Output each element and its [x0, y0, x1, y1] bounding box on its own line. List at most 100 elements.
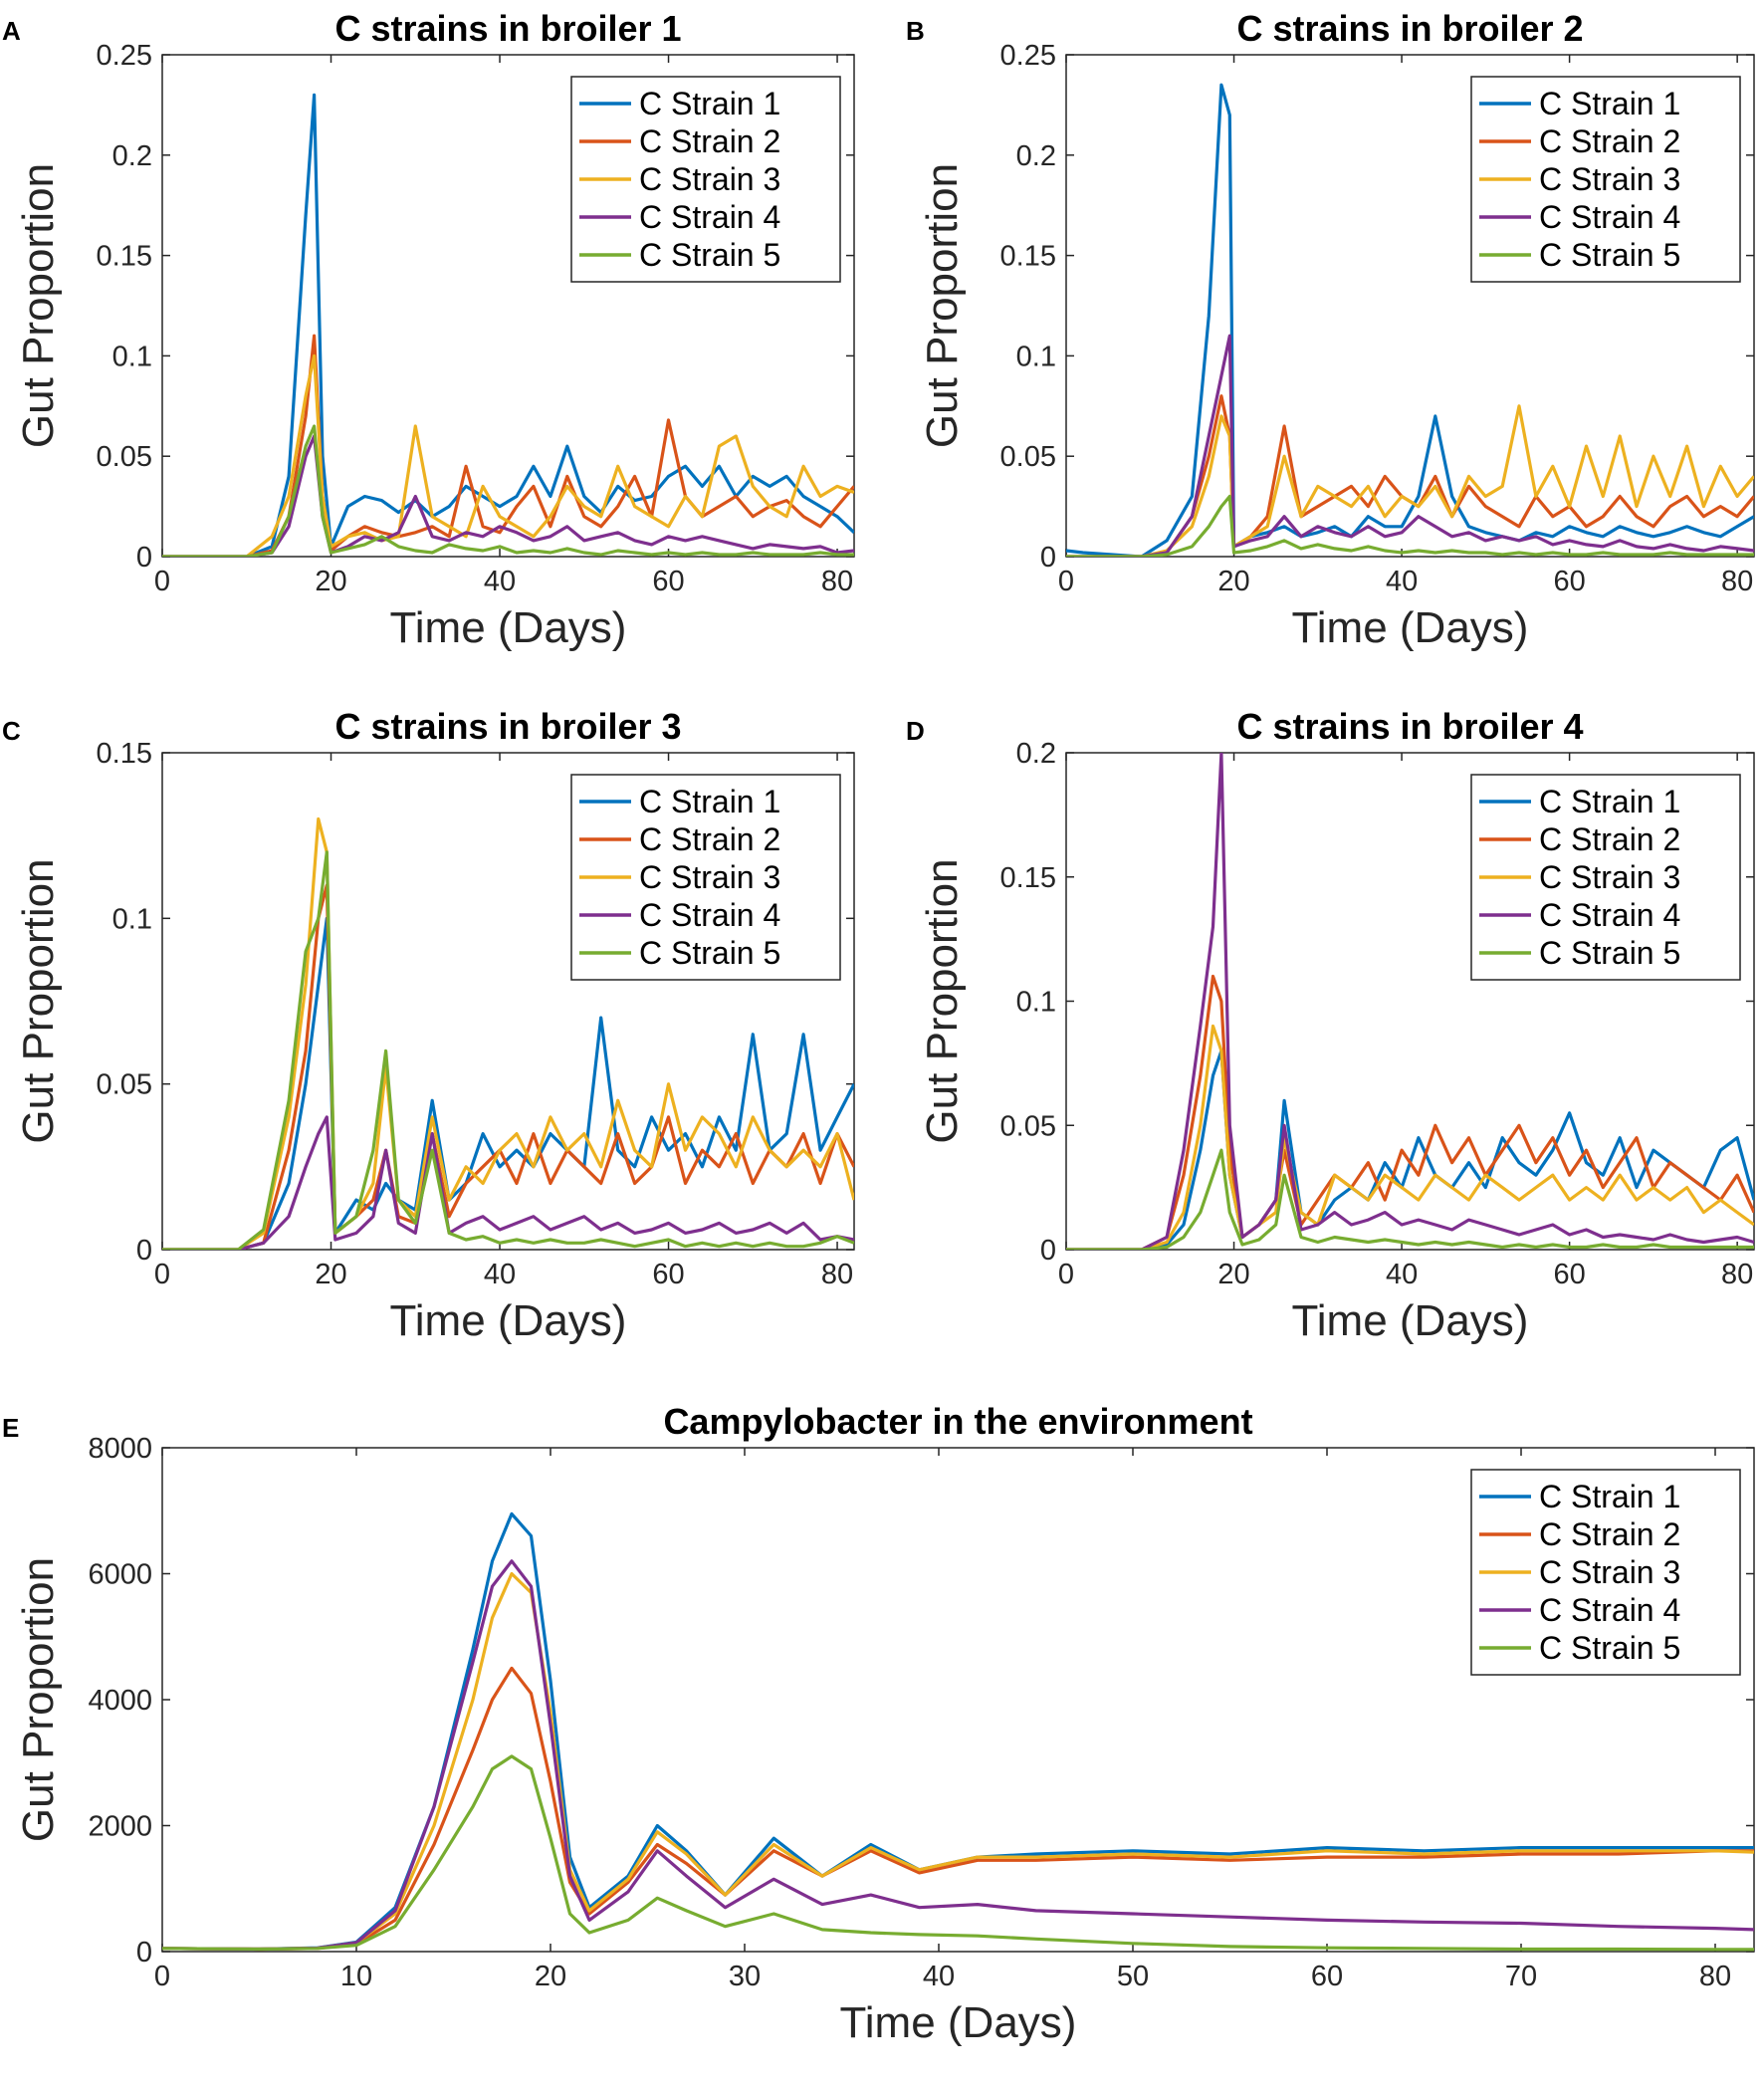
panel-label: E: [2, 1413, 19, 1443]
x-tick-label: 60: [1553, 566, 1585, 597]
axes-box: [161, 54, 855, 558]
series-line-2: [1066, 974, 1754, 1250]
panel-label: A: [2, 16, 21, 46]
axes-box: [161, 752, 855, 1251]
x-tick-label: 70: [1505, 1961, 1537, 1992]
y-tick-label: 0.05: [1000, 1110, 1056, 1142]
y-tick-label: 0: [1040, 542, 1056, 574]
series-line-5: [162, 424, 854, 557]
panel-d: D C strains in broiler 4 0 20 40 60 80 0 0.05 0.1…: [906, 706, 1755, 1345]
panel-label: C: [2, 716, 21, 746]
x-tick-label: 40: [1386, 566, 1418, 597]
series-line-3: [162, 353, 854, 557]
x-tick-label: 0: [1058, 1259, 1074, 1290]
y-tick-label: 0.15: [97, 738, 152, 770]
legend-label: C Strain 2: [1539, 821, 1680, 857]
y-tick-label: 4000: [88, 1685, 152, 1717]
series-line-3: [1066, 404, 1754, 557]
y-tick-label: 0.05: [97, 441, 152, 473]
panel-a: A C strains in broiler 1 0 20 40 60 80 0 0.05 0.1…: [2, 8, 855, 652]
x-axis-label: Time (Days): [1292, 1296, 1529, 1345]
legend-label: C Strain 3: [639, 161, 780, 197]
x-tick-label: 40: [484, 566, 516, 597]
x-tick-label: 80: [821, 566, 853, 597]
x-tick-label: 20: [1217, 566, 1249, 597]
x-tick-label: 60: [1311, 1961, 1343, 1992]
series-line-5: [162, 850, 854, 1250]
x-tick-label: 20: [1217, 1259, 1249, 1290]
y-tick-label: 0.1: [112, 903, 152, 935]
chart-title: C strains in broiler 1: [334, 8, 681, 49]
legend-label: C Strain 4: [639, 897, 780, 933]
y-axis-label: Gut Proportion: [14, 1557, 63, 1842]
series-line-2: [162, 1666, 1754, 1952]
series-line-2: [1066, 394, 1754, 557]
y-tick-label: 2000: [88, 1811, 152, 1843]
series-line-4: [162, 434, 854, 557]
x-tick-label: 40: [923, 1961, 955, 1992]
x-tick-label: 80: [1699, 1961, 1731, 1992]
x-tick-label: 60: [652, 1259, 684, 1290]
panel-e: E Campylobacter in the environment 0 10 20 30…: [2, 1401, 1755, 2047]
x-tick-label: 0: [1058, 566, 1074, 597]
series-line-1: [162, 93, 854, 557]
x-tick-label: 30: [729, 1961, 761, 1992]
x-tick-label: 0: [154, 1259, 170, 1290]
y-tick-label: 0.15: [1000, 241, 1056, 273]
series-line-5: [1066, 494, 1754, 557]
x-tick-label: 0: [154, 1961, 170, 1992]
x-tick-label: 60: [1553, 1259, 1585, 1290]
panel-label: B: [906, 16, 925, 46]
chart-title: Campylobacter in the environment: [663, 1401, 1252, 1442]
legend-label: C Strain 4: [1539, 199, 1680, 235]
legend-label: C Strain 4: [639, 199, 780, 235]
x-axis-label: Time (Days): [840, 1998, 1077, 2047]
legend-label: C Strain 3: [1539, 161, 1680, 197]
legend-label: C Strain 3: [1539, 859, 1680, 895]
y-axis-label: Gut Proportion: [918, 858, 967, 1143]
x-axis-label: Time (Days): [390, 1296, 627, 1345]
y-tick-label: 0.25: [97, 40, 152, 72]
x-tick-label: 20: [535, 1961, 566, 1992]
x-axis-label: Time (Days): [390, 603, 627, 652]
y-tick-label: 0.05: [1000, 441, 1056, 473]
y-axis-label: Gut Proportion: [918, 163, 967, 448]
y-tick-label: 0.1: [1016, 341, 1056, 372]
x-axis-label: Time (Days): [1292, 603, 1529, 652]
x-tick-label: 60: [652, 566, 684, 597]
series-line-4: [162, 1115, 854, 1250]
y-tick-label: 0: [1040, 1235, 1056, 1267]
y-tick-label: 0: [136, 1235, 152, 1267]
y-tick-label: 0.2: [1016, 738, 1056, 770]
chart-title: C strains in broiler 2: [1236, 8, 1583, 49]
legend-label: C Strain 2: [1539, 1516, 1680, 1552]
y-tick-label: 8000: [88, 1433, 152, 1465]
series-line-3: [162, 1571, 1754, 1952]
x-tick-label: 40: [484, 1259, 516, 1290]
y-tick-label: 0.1: [1016, 987, 1056, 1019]
legend-label: C Strain 3: [1539, 1554, 1680, 1590]
y-tick-label: 6000: [88, 1559, 152, 1591]
legend-label: C Strain 3: [639, 859, 780, 895]
axes-box: [1065, 54, 1755, 558]
y-axis-label: Gut Proportion: [14, 163, 63, 448]
x-tick-label: 80: [1721, 566, 1753, 597]
y-tick-label: 0: [136, 1937, 152, 1969]
series-line-4: [162, 1559, 1754, 1952]
legend-label: C Strain 5: [639, 237, 780, 273]
legend-label: C Strain 5: [1539, 935, 1680, 971]
legend-label: C Strain 2: [1539, 123, 1680, 159]
legend-label: C Strain 5: [1539, 1630, 1680, 1666]
y-tick-label: 0.2: [112, 140, 152, 172]
chart-title: C strains in broiler 3: [334, 706, 681, 747]
panel-label: D: [906, 716, 925, 746]
legend-label: C Strain 1: [639, 86, 780, 121]
legend-label: C Strain 2: [639, 123, 780, 159]
series-line-4: [1066, 753, 1754, 1250]
y-tick-label: 0.05: [97, 1069, 152, 1101]
legend-label: C Strain 2: [639, 821, 780, 857]
y-tick-label: 0.15: [97, 241, 152, 273]
legend-label: C Strain 5: [1539, 237, 1680, 273]
series-line-2: [162, 334, 854, 557]
x-tick-label: 40: [1386, 1259, 1418, 1290]
